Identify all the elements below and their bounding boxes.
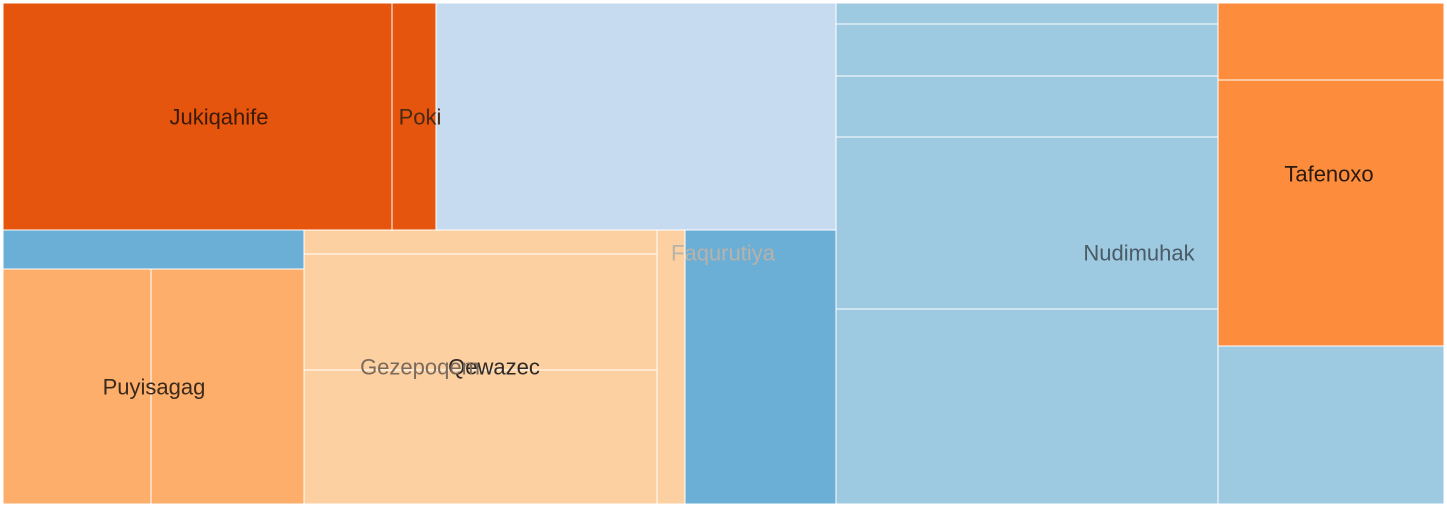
- treemap-tile-0: [2, 229, 305, 270]
- treemap-tile-qewazec-2: [303, 369, 658, 505]
- tile-label-nudimuhak: Nudimuhak: [1083, 241, 1195, 266]
- treemap-tile-qewazec-1: [303, 253, 658, 371]
- treemap-tile-poki-0: [435, 2, 837, 231]
- tile-label-puyisagag: Puyisagag: [103, 375, 206, 400]
- treemap-tile-faqurutiya-1: [684, 229, 837, 505]
- treemap-tile-nudimuhak-3: [835, 136, 1219, 310]
- tile-label-gezepoqem: Gezepoqem: [360, 355, 480, 380]
- treemap-tile-tafenoxo-0: [1217, 2, 1445, 81]
- treemap-tile-puyisagag-0: [2, 268, 152, 505]
- treemap-tile-nudimuhak-0: [835, 2, 1219, 25]
- treemap-tile-puyisagag-1: [150, 268, 305, 505]
- treemap-tile-tafenoxo-1: [1217, 79, 1445, 347]
- treemap-tile-0: [1217, 345, 1445, 505]
- tile-label-faqurutiya: Faqurutiya: [671, 241, 776, 266]
- tile-label-qewazec: Qewazec: [448, 355, 540, 380]
- treemap-tile-faqurutiya-0: [656, 229, 686, 505]
- treemap-tile-jukiqahife-0: [2, 2, 393, 231]
- treemap-tile-nudimuhak-1: [835, 23, 1219, 77]
- treemap-tile-jukiqahife-1: [391, 2, 437, 231]
- tile-label-tafenoxo: Tafenoxo: [1284, 162, 1373, 187]
- tile-label-jukiqahife: Jukiqahife: [169, 105, 268, 130]
- tile-label-poki: Poki: [399, 105, 442, 130]
- treemap-tile-qewazec-0: [303, 229, 658, 255]
- treemap-tile-nudimuhak-4: [835, 308, 1219, 505]
- treemap-tile-nudimuhak-2: [835, 75, 1219, 138]
